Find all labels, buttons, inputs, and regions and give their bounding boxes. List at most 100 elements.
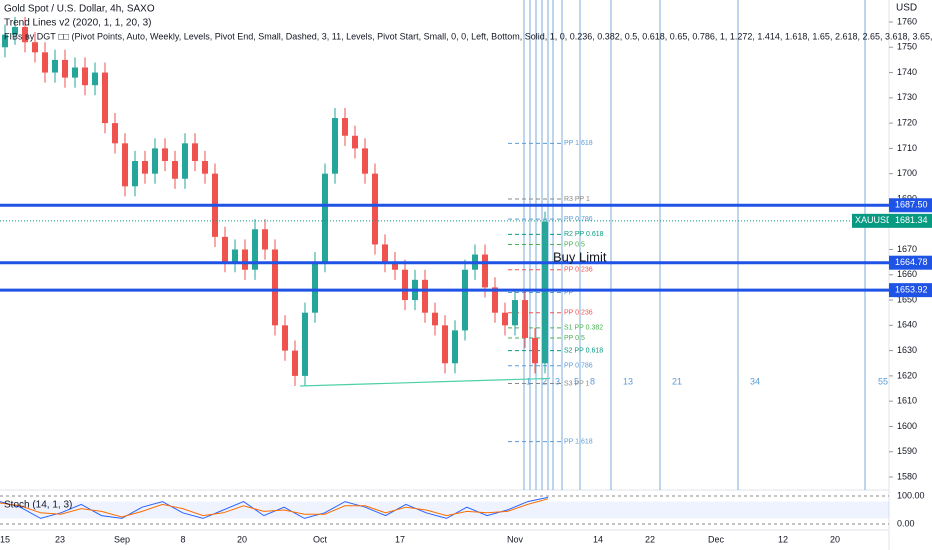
fib-time-label: 3	[555, 376, 560, 386]
annotation: Buy Limit	[553, 249, 607, 264]
y-tick-label: 1580	[897, 471, 917, 481]
fib-time-label: 5	[574, 376, 579, 386]
y-tick-label: 1700	[897, 168, 917, 178]
y-tick-label: 1760	[897, 16, 917, 26]
stoch-tick-label: 0.00	[897, 518, 915, 528]
candle-body	[222, 236, 228, 263]
candle-body	[162, 148, 168, 162]
candle-body	[332, 118, 338, 174]
candle-body	[132, 161, 138, 187]
candle-body	[92, 72, 98, 86]
pivot-label: S3 PP 1	[564, 380, 590, 387]
x-tick-label: 14	[593, 534, 603, 544]
candle-body	[342, 118, 348, 136]
pivot-label: R3 PP 1	[564, 196, 590, 203]
x-tick-label: 20	[830, 534, 840, 544]
level-box	[889, 198, 932, 213]
y-tick-label: 1750	[897, 42, 917, 52]
x-tick-label: 23	[55, 534, 65, 544]
price-box	[889, 213, 932, 228]
stoch-title: Stoch (14, 1, 3)	[4, 500, 72, 511]
y-tick-label: 1730	[897, 92, 917, 102]
candle-body	[432, 312, 438, 326]
candle-body	[272, 249, 278, 326]
candle-body	[372, 173, 378, 245]
candle-body	[142, 161, 148, 174]
candle-body	[12, 27, 18, 35]
level-label: 1687.50	[895, 200, 928, 210]
y-tick-label: 1710	[897, 143, 917, 153]
candle-body	[82, 67, 88, 86]
x-tick-label: Sep	[114, 534, 130, 544]
pivot-label: PP 1.618	[564, 140, 593, 147]
y-tick-label: 1590	[897, 446, 917, 456]
level-label: 1664.78	[895, 257, 928, 267]
candle-body	[302, 312, 308, 376]
level-label: 1653.92	[895, 285, 928, 295]
candle-body	[202, 161, 208, 174]
price-label: 1681.34	[895, 215, 928, 225]
pivot-label: S2 PP 0.618	[564, 347, 603, 354]
indicator-label: Trend Lines v2 (2020, 1, 1, 20, 3)	[4, 18, 152, 29]
candle-body	[282, 325, 288, 351]
pivot-label: PP 0.5	[564, 335, 585, 342]
x-tick-label: 22	[645, 534, 655, 544]
candle-body	[32, 42, 38, 53]
candle-body	[492, 287, 498, 313]
x-tick-label: 17	[395, 534, 405, 544]
stoch-band	[0, 501, 889, 519]
candle-body	[122, 143, 128, 187]
candle-body	[382, 244, 388, 263]
pivot-label: PP	[564, 289, 574, 296]
x-tick-label: 8	[180, 534, 185, 544]
candle-body	[152, 148, 158, 174]
pivot-label: S1 PP 0.382	[564, 325, 603, 332]
candle-body	[52, 59, 58, 73]
candle-body	[312, 262, 318, 313]
fib-time-label: 21	[672, 376, 682, 386]
pivot-label: PP 0.236	[564, 310, 593, 317]
y-tick-label: 1650	[897, 294, 917, 304]
y-tick-label: 1720	[897, 117, 917, 127]
level-box	[889, 255, 932, 270]
x-tick-label: 15	[0, 534, 10, 544]
candle-body	[392, 262, 398, 270]
candle-body	[102, 72, 108, 124]
candle-body	[482, 254, 488, 288]
pivot-label: PP 0.5	[564, 241, 585, 248]
candle-body	[512, 300, 518, 326]
fib-time-label: 55	[878, 376, 888, 386]
candle-body	[182, 143, 188, 179]
x-tick-label: Nov	[507, 534, 524, 544]
candle-body	[242, 249, 248, 270]
candle-body	[232, 249, 238, 263]
candle-body	[72, 67, 78, 78]
y-tick-label: 1670	[897, 244, 917, 254]
pivot-label: PP 0.236	[564, 267, 593, 274]
x-tick-label: 12	[778, 534, 788, 544]
candle-body	[262, 229, 268, 250]
pivot-label: R2 PP 0.618	[564, 231, 604, 238]
pivot-label: PP 0.786	[564, 216, 593, 223]
candle-body	[172, 161, 178, 179]
y-tick-label: 1620	[897, 370, 917, 380]
y-tick-label: 1610	[897, 396, 917, 406]
candle-body	[112, 123, 118, 144]
chart-title: Gold Spot / U.S. Dollar, 4h, SAXO	[4, 4, 155, 15]
candle-body	[462, 269, 468, 331]
fib-time-label: 13	[623, 376, 633, 386]
candle-body	[542, 221, 548, 364]
y-tick-label: 1600	[897, 421, 917, 431]
candle-body	[532, 337, 538, 364]
x-tick-label: Dec	[708, 534, 725, 544]
candle-body	[2, 34, 8, 48]
level-box	[889, 283, 932, 298]
fib-time-label: 8	[590, 376, 595, 386]
candle-body	[62, 59, 68, 78]
y-tick-label: 1740	[897, 67, 917, 77]
y-tick-label: 1630	[897, 345, 917, 355]
candle-body	[422, 279, 428, 313]
candle-body	[292, 350, 298, 376]
indicator-label: FIBs вy DGT □□ (Pivot Points, Auto, Week…	[4, 31, 932, 41]
